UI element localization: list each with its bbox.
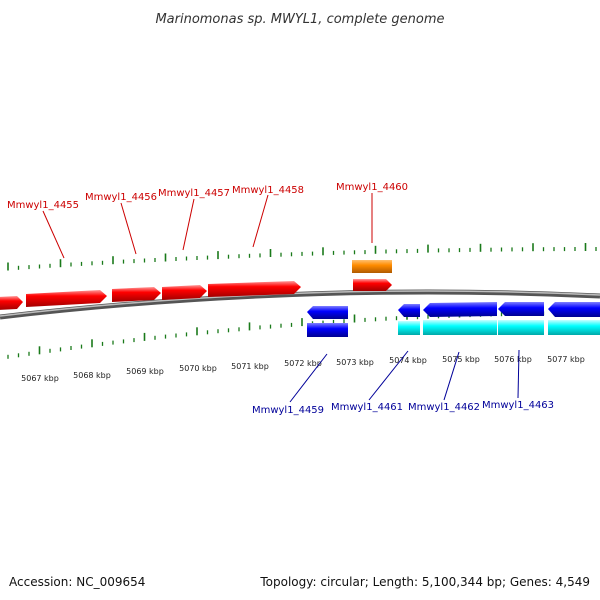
ruler-label: 5073 kbp [336, 358, 374, 367]
label-leader [368, 350, 409, 401]
genome-backbone-highlight [0, 290, 600, 317]
forward-gene-labels: Mmwyl1_4455 Mmwyl1_4456 Mmwyl1_4457 Mmwy… [7, 182, 408, 259]
gene-arrow[interactable] [162, 285, 207, 300]
ruler-label: 5077 kbp [547, 355, 585, 364]
gene-label[interactable]: Mmwyl1_4457 [158, 188, 230, 199]
ruler-labels: 5067 kbp 5068 kbp 5069 kbp 5070 kbp 5071… [21, 355, 585, 383]
gene-arrow[interactable] [548, 302, 600, 317]
gene-arrow[interactable] [208, 281, 301, 297]
ruler-label: 5068 kbp [73, 371, 111, 380]
forward-gene-track [0, 260, 392, 310]
gene-arrow[interactable] [498, 302, 544, 316]
gene-label[interactable]: Mmwyl1_4461 [331, 402, 403, 413]
gene-arrow[interactable] [26, 290, 107, 307]
outer-tick-track [7, 243, 597, 271]
gene-feature-bar[interactable] [423, 320, 497, 335]
gene-arrow[interactable] [307, 306, 348, 319]
ruler-label: 5076 kbp [494, 355, 532, 364]
label-leader [42, 210, 65, 259]
gene-label[interactable]: Mmwyl1_4462 [408, 402, 480, 413]
ruler-label: 5070 kbp [179, 364, 217, 373]
label-leader [120, 202, 137, 255]
gene-label[interactable]: Mmwyl1_4458 [232, 185, 304, 196]
gene-feature-bar[interactable] [307, 323, 348, 337]
ruler-label: 5067 kbp [21, 374, 59, 383]
genome-backbone [0, 289, 600, 320]
map-title: Marinomonas sp. MWYL1, complete genome [155, 12, 444, 27]
label-leader [289, 353, 328, 403]
ruler-label: 5074 kbp [389, 356, 427, 365]
ruler-label: 5071 kbp [231, 362, 269, 371]
gene-arrow[interactable] [398, 304, 420, 317]
gene-arrow[interactable] [0, 296, 23, 310]
ruler-label: 5075 kbp [442, 355, 480, 364]
gene-label[interactable]: Mmwyl1_4456 [85, 192, 157, 203]
label-leader [252, 194, 269, 248]
gene-label[interactable]: Mmwyl1_4463 [482, 400, 554, 411]
label-leader [517, 349, 520, 399]
reverse-gene-track [307, 302, 600, 337]
gene-feature-bar[interactable] [548, 320, 600, 335]
accession-text: Accession: NC_009654 [9, 575, 145, 589]
gene-feature-bar[interactable] [398, 321, 420, 335]
gene-label[interactable]: Mmwyl1_4459 [252, 405, 324, 416]
gene-label[interactable]: Mmwyl1_4455 [7, 200, 79, 211]
label-leader [182, 198, 195, 251]
reverse-gene-labels: Mmwyl1_4459 Mmwyl1_4461 Mmwyl1_4462 Mmwy… [252, 349, 554, 416]
genome-summary-text: Topology: circular; Length: 5,100,344 bp… [259, 575, 590, 589]
gene-arrow[interactable] [112, 287, 161, 302]
gene-label[interactable]: Mmwyl1_4460 [336, 182, 408, 193]
gene-feature-bar[interactable] [498, 320, 544, 335]
ruler-label: 5072 kbp [284, 359, 322, 368]
ruler-label: 5069 kbp [126, 367, 164, 376]
label-leader [443, 351, 460, 401]
gene-feature-bar[interactable] [352, 260, 392, 273]
gene-arrow[interactable] [353, 279, 392, 291]
gene-arrow[interactable] [423, 302, 497, 317]
